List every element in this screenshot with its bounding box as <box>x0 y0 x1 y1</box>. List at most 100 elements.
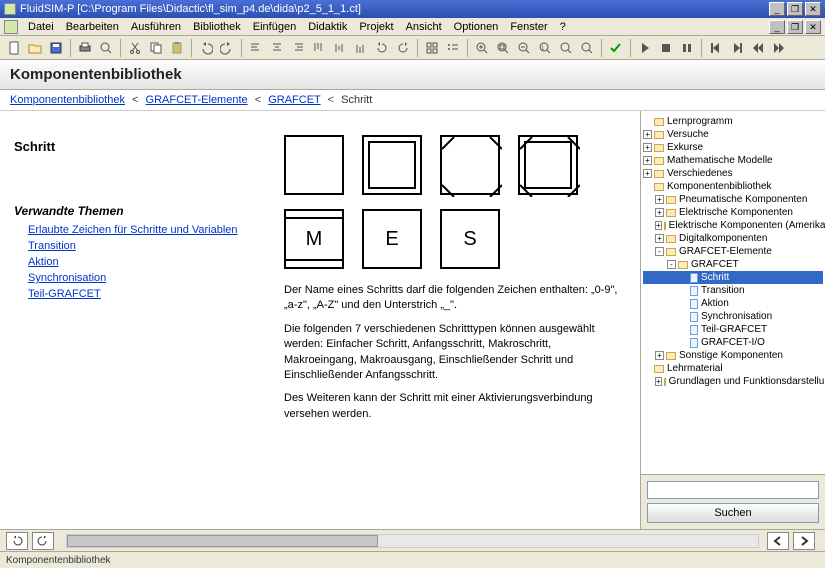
search-input[interactable] <box>647 481 819 499</box>
align-middle-icon[interactable] <box>330 38 350 58</box>
tree-toggle-icon[interactable]: + <box>655 208 664 217</box>
page-icon <box>690 286 698 296</box>
zoom-in-icon[interactable] <box>472 38 492 58</box>
tree-node[interactable]: +Mathematische Modelle <box>643 154 823 167</box>
tree-toggle-icon[interactable]: + <box>643 169 652 178</box>
related-link-2[interactable]: Aktion <box>28 256 59 268</box>
breadcrumb-link-2[interactable]: GRAFCET <box>268 94 320 106</box>
tree-toggle-icon[interactable]: + <box>643 143 652 152</box>
step-forward-icon[interactable] <box>727 38 747 58</box>
tree-node[interactable]: Schritt <box>643 271 823 284</box>
tree-node[interactable]: Komponentenbibliothek <box>643 180 823 193</box>
menu-datei[interactable]: Datei <box>22 21 60 33</box>
doc-close-button[interactable]: ✕ <box>805 20 821 34</box>
tree-node[interactable]: +Elektrische Komponenten (Amerikanische … <box>643 219 823 232</box>
tree-toggle-icon[interactable]: + <box>643 156 652 165</box>
tree-toggle-icon[interactable]: + <box>643 130 652 139</box>
align-right-icon[interactable] <box>288 38 308 58</box>
align-left-icon[interactable] <box>246 38 266 58</box>
related-link-1[interactable]: Transition <box>28 240 76 252</box>
doc-maximize-button[interactable]: ❐ <box>787 20 803 34</box>
menu-projekt[interactable]: Projekt <box>353 21 399 33</box>
tree-node[interactable]: +Digitalkomponenten <box>643 232 823 245</box>
menu-bibliothek[interactable]: Bibliothek <box>187 21 247 33</box>
menu-ausfuehren[interactable]: Ausführen <box>125 21 187 33</box>
copy-icon[interactable] <box>146 38 166 58</box>
menu-ansicht[interactable]: Ansicht <box>400 21 448 33</box>
pause-icon[interactable] <box>677 38 697 58</box>
paste-icon[interactable] <box>167 38 187 58</box>
zoom-out-icon[interactable] <box>514 38 534 58</box>
tree[interactable]: Lernprogramm+Versuche+Exkurse+Mathematis… <box>641 111 825 474</box>
list-icon[interactable] <box>443 38 463 58</box>
tree-toggle-icon[interactable]: + <box>655 351 664 360</box>
breadcrumb-link-1[interactable]: GRAFCET-Elemente <box>146 94 248 106</box>
print-icon[interactable] <box>75 38 95 58</box>
tree-node[interactable]: Lehrmaterial <box>643 362 823 375</box>
align-top-icon[interactable] <box>309 38 329 58</box>
tree-toggle-icon[interactable]: + <box>655 377 662 386</box>
new-icon[interactable] <box>4 38 24 58</box>
step-initial-icon <box>362 135 422 195</box>
breadcrumb-link-0[interactable]: Komponentenbibliothek <box>10 94 125 106</box>
related-link-3[interactable]: Synchronisation <box>28 272 106 284</box>
tree-node[interactable]: +Elektrische Komponenten <box>643 206 823 219</box>
tree-node[interactable]: +Exkurse <box>643 141 823 154</box>
close-button[interactable]: ✕ <box>805 2 821 16</box>
play-icon[interactable] <box>635 38 655 58</box>
related-link-0[interactable]: Erlaubte Zeichen für Schritte und Variab… <box>28 224 238 236</box>
tree-node[interactable]: +Grundlagen und Funktionsdarstellungen <box>643 375 823 388</box>
skip-back-icon[interactable] <box>748 38 768 58</box>
doc-minimize-button[interactable]: _ <box>769 20 785 34</box>
grid-icon[interactable] <box>422 38 442 58</box>
redo-icon[interactable] <box>217 38 237 58</box>
tree-node[interactable]: +Verschiedenes <box>643 167 823 180</box>
menu-einfuegen[interactable]: Einfügen <box>247 21 302 33</box>
preview-icon[interactable] <box>96 38 116 58</box>
tree-node[interactable]: Synchronisation <box>643 310 823 323</box>
tree-node[interactable]: Lernprogramm <box>643 115 823 128</box>
cut-icon[interactable] <box>125 38 145 58</box>
tree-node[interactable]: +Sonstige Komponenten <box>643 349 823 362</box>
tree-toggle-icon[interactable]: + <box>655 195 664 204</box>
zoom-all-icon[interactable] <box>577 38 597 58</box>
skip-forward-icon[interactable] <box>769 38 789 58</box>
step-back-icon[interactable] <box>706 38 726 58</box>
stop-icon[interactable] <box>656 38 676 58</box>
tree-toggle-icon[interactable]: - <box>655 247 664 256</box>
align-bottom-icon[interactable] <box>351 38 371 58</box>
zoom-prev-icon[interactable] <box>556 38 576 58</box>
menu-help[interactable]: ? <box>554 21 572 33</box>
tree-node[interactable]: -GRAFCET-Elemente <box>643 245 823 258</box>
undo-icon[interactable] <box>196 38 216 58</box>
tree-node[interactable]: Teil-GRAFCET <box>643 323 823 336</box>
minimize-button[interactable]: _ <box>769 2 785 16</box>
tree-node[interactable]: Aktion <box>643 297 823 310</box>
tree-toggle-icon[interactable]: + <box>655 234 664 243</box>
tree-label: Transition <box>701 285 745 296</box>
tree-toggle-icon[interactable]: + <box>655 221 662 230</box>
maximize-button[interactable]: ❐ <box>787 2 803 16</box>
tree-node[interactable]: Transition <box>643 284 823 297</box>
tree-node[interactable]: +Versuche <box>643 128 823 141</box>
rotate-left-icon[interactable] <box>372 38 392 58</box>
step-macro-out-label: S <box>463 228 476 251</box>
zoom-100-icon[interactable]: 1 <box>535 38 555 58</box>
tree-node[interactable]: GRAFCET-I/O <box>643 336 823 349</box>
search-button[interactable]: Suchen <box>647 503 819 523</box>
menu-didaktik[interactable]: Didaktik <box>302 21 353 33</box>
check-icon[interactable] <box>606 38 626 58</box>
align-center-icon[interactable] <box>267 38 287 58</box>
menu-fenster[interactable]: Fenster <box>504 21 553 33</box>
open-icon[interactable] <box>25 38 45 58</box>
menu-bearbeiten[interactable]: Bearbeiten <box>60 21 125 33</box>
zoom-fit-icon[interactable] <box>493 38 513 58</box>
tree-toggle-icon[interactable]: - <box>667 260 676 269</box>
rotate-right-icon[interactable] <box>393 38 413 58</box>
related-link-4[interactable]: Teil-GRAFCET <box>28 288 101 300</box>
app-menu-icon <box>4 20 18 34</box>
menu-optionen[interactable]: Optionen <box>448 21 505 33</box>
tree-node[interactable]: +Pneumatische Komponenten <box>643 193 823 206</box>
tree-node[interactable]: -GRAFCET <box>643 258 823 271</box>
save-icon[interactable] <box>46 38 66 58</box>
